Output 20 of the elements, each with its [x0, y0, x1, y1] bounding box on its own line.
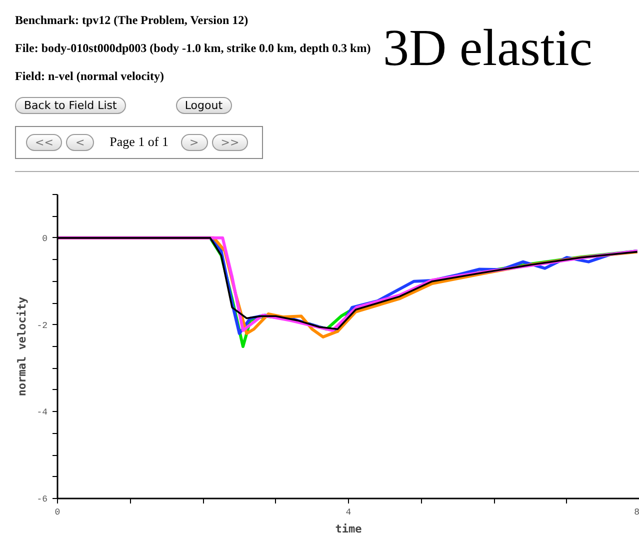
y-tick-label: 0 [42, 234, 48, 244]
text: >> [212, 134, 248, 152]
x-axis-title: time [335, 522, 362, 536]
text: 3D elastic [383, 19, 592, 78]
chart-subtitle: File: body-010st000dp003 (body -1.0 km, strike 0.0 km, depth 0.3 km) [15, 41, 371, 55]
text: Logout [176, 97, 232, 114]
x-tick-label: 4 [346, 508, 352, 518]
chart-title: Benchmark: tpv12 (The Problem, Version 12) [15, 13, 248, 27]
text: Field: n-vel (normal velocity) [15, 69, 164, 83]
y-tick-label: -4 [36, 408, 48, 418]
text: > [180, 134, 208, 152]
text: Back to Field List [15, 97, 126, 114]
y-tick-label: -2 [36, 320, 48, 331]
x-tick-label: 0 [54, 508, 60, 518]
y-axis-title: normal velocity [16, 296, 29, 396]
text: Page 1 of 1 [110, 134, 169, 150]
text: < [66, 134, 94, 152]
x-tick-label: 8 [634, 508, 639, 518]
text: << [26, 134, 62, 152]
y-tick-label: -6 [36, 494, 48, 504]
